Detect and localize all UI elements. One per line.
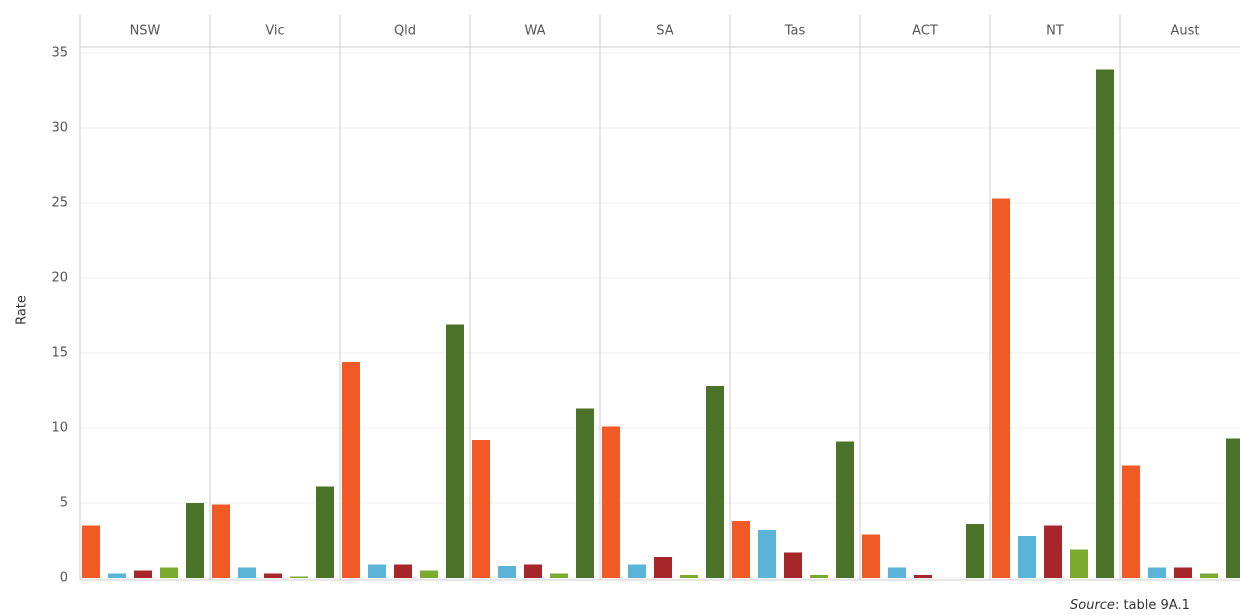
y-axis-label: Rate [15,295,30,325]
bar [1226,438,1240,578]
bar [680,575,698,578]
bar [732,521,750,578]
y-tick-label: 15 [51,346,68,361]
bar [654,557,672,578]
bar [394,564,412,578]
y-tick-label: 0 [60,571,68,586]
y-tick-label: 35 [51,46,68,61]
bar [316,486,334,578]
panel-header: ACT [912,24,938,39]
bar [628,564,646,578]
bar [888,567,906,578]
y-tick-label: 5 [60,496,68,511]
panel-header: Vic [265,24,284,39]
bar [1174,567,1192,578]
bar [706,386,724,578]
bar [1096,69,1114,578]
bar [342,362,360,578]
bar [134,570,152,578]
bar [290,576,308,578]
panel-header: NT [1046,24,1064,39]
bar [758,530,776,578]
bar [1148,567,1166,578]
y-tick-label: 30 [51,121,68,136]
panel-header: NSW [130,24,161,39]
bar [784,552,802,578]
bar [212,504,230,578]
bar [498,566,516,578]
source-note: Source: table 9A.1 [1070,598,1190,613]
bar [472,440,490,578]
bar [238,567,256,578]
bar [602,426,620,578]
bar [576,408,594,578]
panel-header: WA [524,24,545,39]
bar [914,575,932,578]
bar [1070,549,1088,578]
bar [1018,536,1036,578]
panel-header: Aust [1170,24,1199,39]
bar [108,573,126,578]
bar [836,441,854,578]
y-tick-label: 25 [51,196,68,211]
bar [810,575,828,578]
panel-header: SA [656,24,673,39]
bar [524,564,542,578]
bar [1044,525,1062,578]
bar [862,534,880,578]
bar [966,524,984,578]
bar [1200,573,1218,578]
bar [82,525,100,578]
panel-header: Qld [394,24,416,39]
panel-header: Tas [784,24,806,39]
y-tick-label: 20 [51,271,68,286]
source-text: : table 9A.1 [1115,598,1190,613]
bar [1122,465,1140,578]
bar [446,324,464,578]
bar [550,573,568,578]
bar [160,567,178,578]
bar [186,503,204,578]
y-tick-label: 10 [51,421,68,436]
bar [264,573,282,578]
source-label: Source [1070,598,1115,613]
bar [992,198,1010,578]
bar [368,564,386,578]
bar [420,570,438,578]
